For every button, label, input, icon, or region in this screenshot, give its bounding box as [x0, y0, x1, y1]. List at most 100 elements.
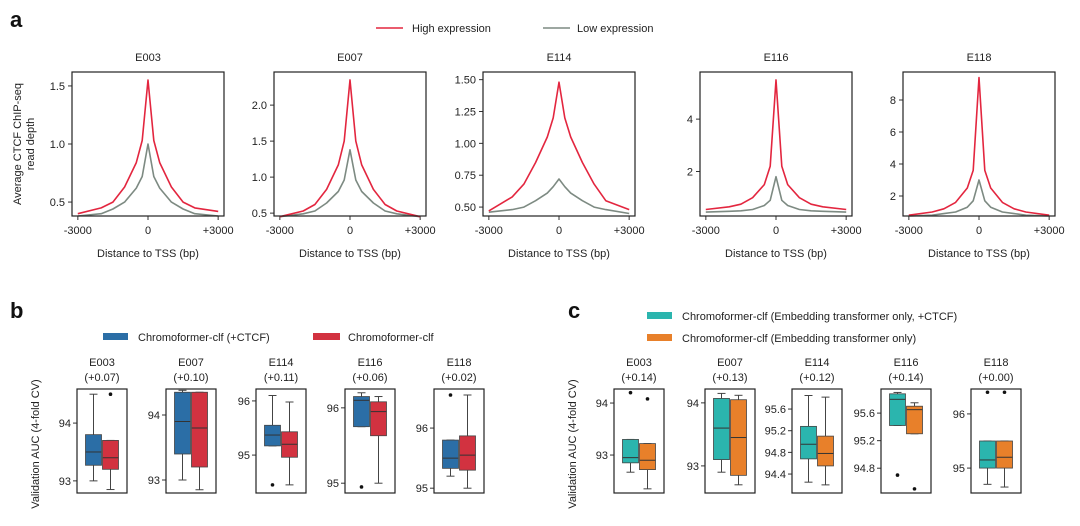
subplot-delta: (+0.06)	[352, 372, 387, 384]
subplot-delta: (+0.11)	[264, 372, 298, 384]
x-tick-label: +3000	[203, 225, 234, 237]
line-high-expression	[908, 76, 1050, 216]
x-tick-label: -3000	[266, 225, 294, 237]
x-tick-label: -3000	[692, 225, 720, 237]
panel-label-a: a	[10, 7, 23, 32]
plot-frame	[880, 388, 932, 494]
box	[639, 443, 656, 471]
subplot-title: E114	[547, 52, 572, 64]
line-low-expression	[488, 178, 630, 215]
subplot-title: E003	[626, 357, 652, 369]
outlier-point	[270, 483, 275, 487]
y-tick-label: 1.5	[50, 81, 65, 93]
y-axis-label: read depth	[25, 118, 37, 171]
y-tick-label: 4	[890, 159, 896, 171]
y-tick-label: 94.4	[765, 469, 786, 481]
outlier-point	[1002, 390, 1007, 395]
x-tick-label: 0	[976, 225, 982, 237]
plot-frame	[613, 388, 665, 494]
y-tick-label: 93	[687, 461, 699, 473]
y-tick-label: 93	[59, 476, 71, 488]
y-tick-label: 1.0	[50, 139, 65, 151]
subplot-title: E118	[984, 357, 1009, 369]
plot-frame	[71, 71, 225, 217]
y-tick-label: 2	[687, 166, 693, 178]
box	[191, 391, 208, 468]
y-tick-label: 95.6	[765, 404, 786, 416]
line-low-expression	[279, 149, 421, 218]
y-tick-label: 8	[890, 95, 896, 107]
plot-frame	[165, 388, 217, 494]
plot-frame	[273, 71, 427, 217]
legend-label-embed: Chromoformer-clf (Embedding transformer …	[682, 333, 916, 345]
y-tick-label: 0.5	[252, 208, 267, 220]
subplot-title: E114	[805, 357, 830, 369]
y-axis-label: Average CTCF ChIP-seq	[12, 83, 24, 205]
y-tick-label: 1.50	[455, 75, 476, 87]
plot-frame	[76, 388, 128, 494]
x-tick-label: +3000	[831, 225, 862, 237]
subplot-delta: (+0.14)	[888, 372, 923, 384]
subplot-title: E116	[358, 357, 383, 369]
legend-label-low: Low expression	[577, 23, 653, 35]
box	[889, 393, 906, 426]
box	[85, 434, 102, 466]
y-tick-label: 95.6	[854, 408, 875, 420]
y-tick-label: 0.75	[455, 170, 476, 182]
line-high-expression	[488, 81, 630, 212]
box	[102, 440, 119, 470]
box	[800, 425, 817, 460]
line-low-expression	[908, 179, 1050, 217]
y-tick-label: 94	[596, 398, 608, 410]
y-tick-label: 1.5	[252, 136, 267, 148]
x-axis-label: Distance to TSS (bp)	[508, 248, 610, 260]
outlier-point	[359, 485, 364, 489]
x-tick-label: 0	[347, 225, 353, 237]
x-tick-label: +3000	[1034, 225, 1065, 237]
subplot-title: E003	[89, 357, 115, 369]
plot-frame	[704, 388, 756, 494]
subplot-title: E007	[178, 357, 204, 369]
y-tick-label: 94	[687, 398, 699, 410]
plot-frame	[699, 71, 853, 217]
y-tick-label: 95.2	[854, 436, 875, 448]
plot-frame	[902, 71, 1056, 217]
panel-label-b: b	[10, 298, 23, 323]
subplot-title: E116	[894, 357, 919, 369]
y-tick-label: 1.0	[252, 172, 267, 184]
y-axis-label: Validation AUC (4-fold CV)	[30, 379, 42, 508]
plot-frame	[255, 388, 307, 494]
x-axis-label: Distance to TSS (bp)	[928, 248, 1030, 260]
subplot-title: E118	[967, 52, 992, 64]
box	[713, 398, 730, 460]
subplot-delta: (+0.07)	[84, 372, 119, 384]
x-tick-label: +3000	[614, 225, 645, 237]
plot-frame	[791, 388, 843, 494]
subplot-delta: (+0.13)	[712, 372, 747, 384]
y-tick-label: 0.50	[455, 202, 476, 214]
line-high-expression	[279, 79, 421, 218]
y-tick-label: 0.5	[50, 197, 65, 209]
box	[264, 424, 281, 447]
y-tick-label: 2.0	[252, 100, 267, 112]
outlier-point	[628, 390, 633, 395]
subplot-title: E114	[269, 357, 294, 369]
plot-frame	[344, 388, 396, 494]
y-tick-label: 94.8	[765, 447, 786, 459]
legend-label-ctcf: Chromoformer-clf (+CTCF)	[138, 332, 270, 344]
x-tick-label: 0	[773, 225, 779, 237]
legend-swatch-clf	[313, 333, 340, 340]
box	[459, 435, 476, 471]
y-tick-label: 4	[687, 114, 693, 126]
legend-label-embed-ctcf: Chromoformer-clf (Embedding transformer …	[682, 311, 957, 323]
outlier-point	[645, 397, 650, 401]
x-tick-label: +3000	[405, 225, 436, 237]
legend-label-clf: Chromoformer-clf	[348, 332, 435, 344]
x-axis-label: Distance to TSS (bp)	[97, 248, 199, 260]
subplot-title: E003	[135, 52, 161, 64]
y-tick-label: 96	[327, 403, 339, 415]
line-low-expression	[705, 175, 847, 213]
panel-label-c: c	[568, 298, 580, 323]
box	[979, 440, 996, 469]
